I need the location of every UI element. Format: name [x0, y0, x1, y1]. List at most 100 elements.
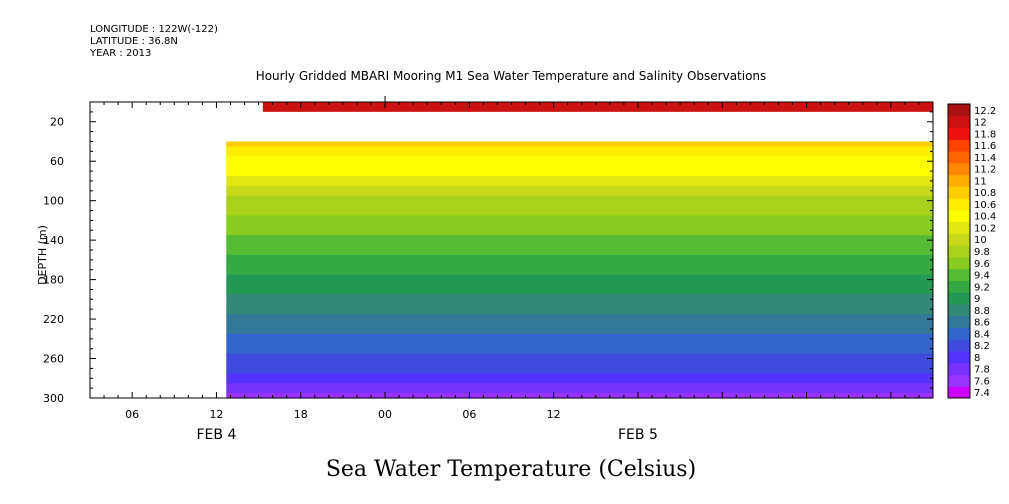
y-tick-label: 60 — [50, 155, 64, 168]
temperature-cell — [226, 156, 933, 167]
date-label: FEB 5 — [618, 427, 658, 443]
x-tick-label: 12 — [547, 408, 561, 421]
temperature-cell — [226, 176, 933, 187]
colorbar-label: 10 — [974, 235, 987, 246]
colorbar-swatch — [948, 350, 970, 364]
y-tick-label: 100 — [43, 195, 64, 208]
colorbar-swatch — [948, 151, 970, 164]
colorbar-label: 10.2 — [974, 223, 996, 234]
temperature-cell — [226, 245, 933, 256]
temperature-cell — [226, 314, 933, 325]
colorbar-swatch — [948, 315, 970, 328]
colorbar-label: 12.2 — [974, 106, 996, 117]
temperature-cell — [226, 195, 933, 207]
x-tick-label: 12 — [209, 408, 223, 421]
colorbar-swatch — [948, 268, 970, 281]
temperature-cell — [226, 215, 933, 226]
colorbar-label: 7.6 — [974, 376, 990, 387]
y-tick-label: 20 — [50, 116, 64, 129]
temperature-cell — [226, 141, 933, 147]
year-label: YEAR : 2013 — [90, 48, 152, 59]
colorbar-label: 9.4 — [974, 271, 990, 282]
temperature-cell — [226, 294, 933, 305]
temperature-cell — [226, 304, 933, 315]
colorbar-label: 8.8 — [974, 306, 990, 317]
colorbar-label: 10.4 — [974, 212, 996, 223]
temperature-cell — [226, 343, 933, 355]
colorbar-swatch — [948, 162, 970, 176]
colorbar-swatch — [948, 174, 970, 187]
temperature-cell — [226, 373, 933, 384]
colorbar-label: 7.8 — [974, 365, 990, 376]
temperature-cell — [226, 393, 933, 399]
colorbar: 7.47.67.888.28.48.68.899.29.49.69.81010.… — [947, 103, 996, 399]
x-tick-label: 06 — [462, 408, 476, 421]
y-axis-label: DEPTH (m) — [36, 225, 49, 285]
surface-temperature-cell — [262, 102, 933, 112]
y-tick-label: 140 — [43, 234, 64, 247]
metadata-block: LONGITUDE : 122W(-122) LATITUDE : 36.8N … — [90, 24, 218, 60]
colorbar-label: 8.4 — [974, 329, 990, 340]
colorbar-label: 9.8 — [974, 247, 990, 258]
plot-area — [226, 102, 933, 399]
colorbar-swatch — [948, 292, 970, 305]
colorbar-swatch — [948, 339, 970, 352]
colorbar-swatch — [948, 221, 970, 234]
colorbar-label: 9 — [974, 294, 980, 305]
y-tick-label: 220 — [43, 313, 64, 326]
y-axis: 20 60 100 140 180 220 260 300 — [43, 101, 933, 405]
colorbar-label: 11.8 — [974, 129, 996, 140]
y-tick-label: 300 — [43, 392, 64, 405]
colorbar-label: 8.6 — [974, 318, 990, 329]
temperature-cell — [226, 284, 933, 295]
temperature-cell — [226, 225, 933, 236]
colorbar-label: 12 — [974, 118, 987, 129]
temperature-cell — [226, 205, 933, 217]
colorbar-label: 11.6 — [974, 141, 996, 152]
x-axis: 06 12 18 00 06 12 FEB 4 FEB 5 — [89, 96, 934, 443]
date-label: FEB 4 — [197, 427, 237, 443]
colorbar-swatch — [948, 115, 970, 129]
colorbar-label: 10.8 — [974, 188, 996, 199]
colorbar-swatch — [948, 327, 970, 340]
colorbar-swatch — [948, 139, 970, 152]
colorbar-swatch — [948, 303, 970, 317]
colorbar-swatch — [948, 104, 970, 117]
colorbar-label: 11.2 — [974, 165, 996, 176]
colorbar-swatch — [948, 198, 970, 211]
colorbar-swatch — [948, 209, 970, 223]
temperature-cell — [226, 185, 933, 197]
colorbar-swatch — [948, 127, 970, 140]
colorbar-label: 8.2 — [974, 341, 990, 352]
longitude-label: LONGITUDE : 122W(-122) — [90, 24, 218, 35]
colorbar-label: 7.4 — [974, 388, 990, 399]
temperature-cell — [226, 363, 933, 374]
temperature-cell — [226, 166, 933, 177]
x-tick-label: 18 — [294, 408, 308, 421]
temperature-cell — [226, 264, 933, 276]
colorbar-swatch — [948, 186, 970, 199]
colorbar-label: 10.6 — [974, 200, 996, 211]
temperature-cell — [226, 274, 933, 286]
colorbar-frame — [947, 103, 971, 399]
y-tick-label: 180 — [43, 274, 64, 287]
colorbar-swatch — [948, 386, 970, 399]
temperature-cell — [226, 235, 933, 246]
x-tick-label: 00 — [378, 408, 392, 421]
colorbar-label: 9.2 — [974, 282, 990, 293]
colorbar-label: 9.6 — [974, 259, 990, 270]
colorbar-swatch — [948, 362, 970, 375]
colorbar-label: 8 — [974, 353, 980, 364]
colorbar-label: 11.4 — [974, 153, 996, 164]
latitude-label: LATITUDE : 36.8N — [90, 36, 178, 47]
colorbar-label: 11 — [974, 176, 987, 187]
temperature-cell — [226, 383, 933, 394]
colorbar-swatch — [948, 233, 970, 246]
temperature-cell — [226, 254, 933, 266]
colorbar-swatch — [948, 374, 970, 387]
chart-title: Hourly Gridded MBARI Mooring M1 Sea Wate… — [256, 69, 767, 83]
colorbar-swatch — [948, 245, 970, 258]
temperature-cell — [226, 333, 933, 345]
colorbar-swatch — [948, 256, 970, 270]
